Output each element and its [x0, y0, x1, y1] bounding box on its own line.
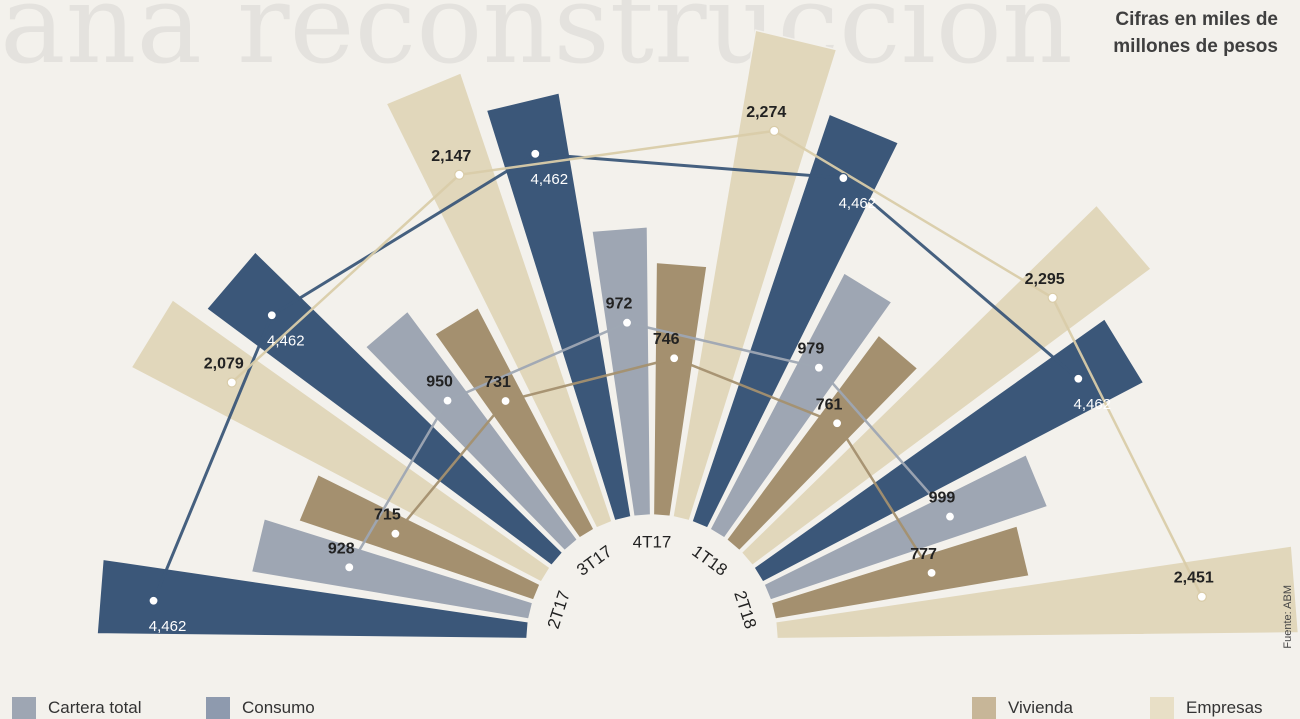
data-label-cartera-total-2T17: 4,462	[149, 618, 187, 635]
units-note-line2: millones de pesos	[1113, 36, 1278, 57]
bar-cartera-total-3T17	[205, 250, 564, 567]
bar-empresas-2T17	[130, 298, 552, 584]
legend-label: Empresas	[1186, 698, 1263, 717]
data-label-consumo-2T18: 999	[929, 490, 956, 507]
data-label-empresas-2T18: 2,451	[1174, 570, 1214, 587]
data-labels-layer: 4,462 4,462 4,462 4,462 4,462 928 950 972 979 999…	[149, 104, 1214, 635]
legend-swatch	[206, 697, 230, 719]
point-cartera-total-1T18	[838, 172, 849, 184]
data-label-consumo-3T17: 950	[426, 374, 453, 391]
units-note-line1: Cifras en miles de	[1115, 9, 1278, 30]
legend-label: Consumo	[242, 698, 315, 717]
data-label-vivienda-3T17: 731	[484, 374, 511, 391]
bar-vivienda-2T18	[770, 524, 1031, 620]
bar-cartera-total-1T18	[690, 113, 900, 529]
legend-item-empresas: Empresas	[1150, 697, 1263, 719]
point-consumo-3T17	[442, 395, 453, 406]
point-cartera-total-2T17	[148, 595, 159, 606]
category-labels-layer: 2T17 3T17 4T17 1T18 2T18	[544, 532, 760, 631]
point-vivienda-3T17	[500, 395, 511, 407]
data-label-cartera-total-4T17: 4,462	[531, 171, 569, 188]
category-label-4T17: 4T17	[633, 532, 672, 551]
legend-label: Vivienda	[1008, 698, 1073, 717]
point-empresas-4T17	[769, 125, 780, 136]
bar-vivienda-1T18	[725, 333, 919, 552]
category-label-1T18: 1T18	[688, 542, 731, 580]
data-label-consumo-4T17: 972	[606, 296, 633, 313]
point-empresas-2T17	[226, 377, 237, 388]
units-note: Cifras en miles de millones de pesos	[1113, 6, 1278, 60]
bar-consumo-3T17	[364, 310, 579, 552]
data-label-consumo-2T17: 928	[328, 540, 355, 557]
bar-empresas-2T18	[774, 545, 1300, 640]
legend-swatch	[12, 697, 36, 719]
bar-empresas-4T17	[672, 29, 838, 522]
point-vivienda-2T17	[390, 528, 401, 539]
points-layer	[148, 125, 1207, 606]
data-label-vivienda-2T18: 777	[910, 546, 937, 563]
category-label-2T18: 2T18	[730, 588, 760, 631]
point-cartera-total-3T17	[266, 310, 277, 321]
data-label-empresas-3T17: 2,147	[431, 148, 471, 165]
point-vivienda-1T18	[831, 418, 843, 429]
category-label-2T17: 2T17	[544, 588, 574, 631]
bar-consumo-2T17	[250, 517, 534, 620]
bar-vivienda-2T17	[297, 473, 541, 602]
bar-consumo-1T18	[708, 271, 893, 540]
data-label-vivienda-4T17: 746	[653, 331, 680, 348]
category-label-3T17: 3T17	[573, 542, 616, 580]
point-consumo-2T17	[344, 562, 355, 573]
data-label-empresas-4T17: 2,274	[746, 104, 786, 121]
point-cartera-total-4T17	[530, 148, 541, 159]
point-vivienda-4T17	[669, 353, 680, 364]
data-label-cartera-total-1T18: 4,462	[839, 195, 877, 212]
data-label-consumo-1T18: 979	[798, 341, 825, 358]
bar-vivienda-3T17	[433, 306, 596, 540]
legend-swatch	[1150, 697, 1174, 719]
point-empresas-3T17	[454, 169, 465, 180]
bar-cartera-total-2T17	[96, 558, 530, 640]
bar-consumo-2T18	[763, 453, 1049, 602]
bar-empresas-3T17	[385, 71, 614, 529]
data-label-empresas-1T18: 2,295	[1025, 271, 1065, 288]
point-consumo-2T18	[944, 511, 956, 522]
point-cartera-total-2T18	[1073, 373, 1084, 384]
point-empresas-1T18	[1047, 292, 1058, 303]
bar-cartera-total-2T18	[752, 317, 1145, 584]
data-label-cartera-total-3T17: 4,462	[267, 332, 305, 349]
legend-item-vivienda: Vivienda	[972, 697, 1073, 719]
legend-label: Cartera total	[48, 698, 142, 717]
point-vivienda-2T18	[926, 567, 937, 578]
legend-swatch	[972, 697, 996, 719]
data-label-cartera-total-2T18: 4,462	[1074, 396, 1112, 413]
data-label-vivienda-2T17: 715	[374, 507, 401, 524]
bar-vivienda-4T17	[652, 261, 708, 518]
point-consumo-1T18	[813, 362, 824, 373]
data-label-empresas-2T17: 2,079	[204, 355, 244, 372]
data-label-vivienda-1T18: 761	[816, 396, 843, 413]
point-consumo-4T17	[621, 317, 633, 328]
bar-cartera-total-4T17	[485, 91, 632, 522]
legend-item-consumo: Consumo	[206, 697, 315, 719]
point-empresas-2T18	[1196, 591, 1207, 602]
source-note: Fuente: ABM	[1282, 585, 1294, 649]
bars-layer	[96, 29, 1300, 640]
legend-item-cartera-total: Cartera total	[12, 697, 142, 719]
